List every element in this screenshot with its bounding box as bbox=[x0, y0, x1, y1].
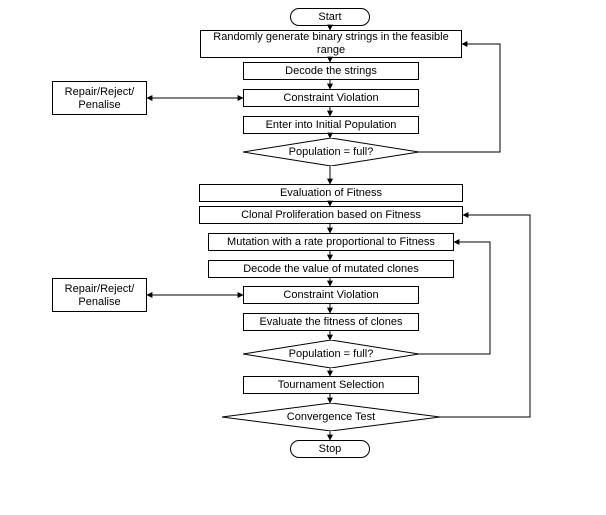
start-label: Start bbox=[318, 11, 341, 24]
node-decode-clones: Decode the value of mutated clones bbox=[208, 260, 454, 278]
node-evaluation-fitness: Evaluation of Fitness bbox=[199, 184, 463, 202]
node-clonal-proliferation: Clonal Proliferation based on Fitness bbox=[199, 206, 463, 224]
node-enter-initial-population: Enter into Initial Population bbox=[243, 116, 419, 134]
node-decode-strings-label: Decode the strings bbox=[285, 65, 377, 78]
side-repair-reject-penalise-1: Repair/Reject/ Penalise bbox=[52, 81, 147, 115]
stop-node: Stop bbox=[290, 440, 370, 458]
node-constraint-violation-2-label: Constraint Violation bbox=[283, 289, 378, 302]
node-generate-strings-label: Randomly generate binary strings in the … bbox=[207, 31, 455, 56]
node-tournament-selection-label: Tournament Selection bbox=[278, 379, 384, 392]
node-constraint-violation-2: Constraint Violation bbox=[243, 286, 419, 304]
decision-convergence: Convergence Test bbox=[222, 403, 440, 431]
decision-population-full-2: Population = full? bbox=[243, 340, 419, 368]
node-generate-strings: Randomly generate binary strings in the … bbox=[200, 30, 462, 58]
decision-convergence-label: Convergence Test bbox=[283, 411, 379, 423]
decision-population-full-1: Population = full? bbox=[243, 138, 419, 166]
node-decode-strings: Decode the strings bbox=[243, 62, 419, 80]
node-evaluate-fitness-clones-label: Evaluate the fitness of clones bbox=[259, 316, 402, 329]
node-clonal-proliferation-label: Clonal Proliferation based on Fitness bbox=[241, 209, 421, 222]
side-repair-reject-penalise-1-label: Repair/Reject/ Penalise bbox=[65, 86, 135, 111]
stop-label: Stop bbox=[319, 443, 342, 456]
side-repair-reject-penalise-2-label: Repair/Reject/ Penalise bbox=[65, 283, 135, 308]
node-decode-clones-label: Decode the value of mutated clones bbox=[243, 263, 419, 276]
decision-population-full-1-label: Population = full? bbox=[285, 146, 378, 158]
side-repair-reject-penalise-2: Repair/Reject/ Penalise bbox=[52, 278, 147, 312]
start-node: Start bbox=[290, 8, 370, 26]
node-evaluation-fitness-label: Evaluation of Fitness bbox=[280, 187, 382, 200]
node-constraint-violation-1: Constraint Violation bbox=[243, 89, 419, 107]
node-constraint-violation-1-label: Constraint Violation bbox=[283, 92, 378, 105]
decision-population-full-2-label: Population = full? bbox=[285, 348, 378, 360]
node-tournament-selection: Tournament Selection bbox=[243, 376, 419, 394]
node-evaluate-fitness-clones: Evaluate the fitness of clones bbox=[243, 313, 419, 331]
node-enter-initial-population-label: Enter into Initial Population bbox=[266, 119, 397, 132]
node-mutation-label: Mutation with a rate proportional to Fit… bbox=[227, 236, 435, 249]
node-mutation: Mutation with a rate proportional to Fit… bbox=[208, 233, 454, 251]
